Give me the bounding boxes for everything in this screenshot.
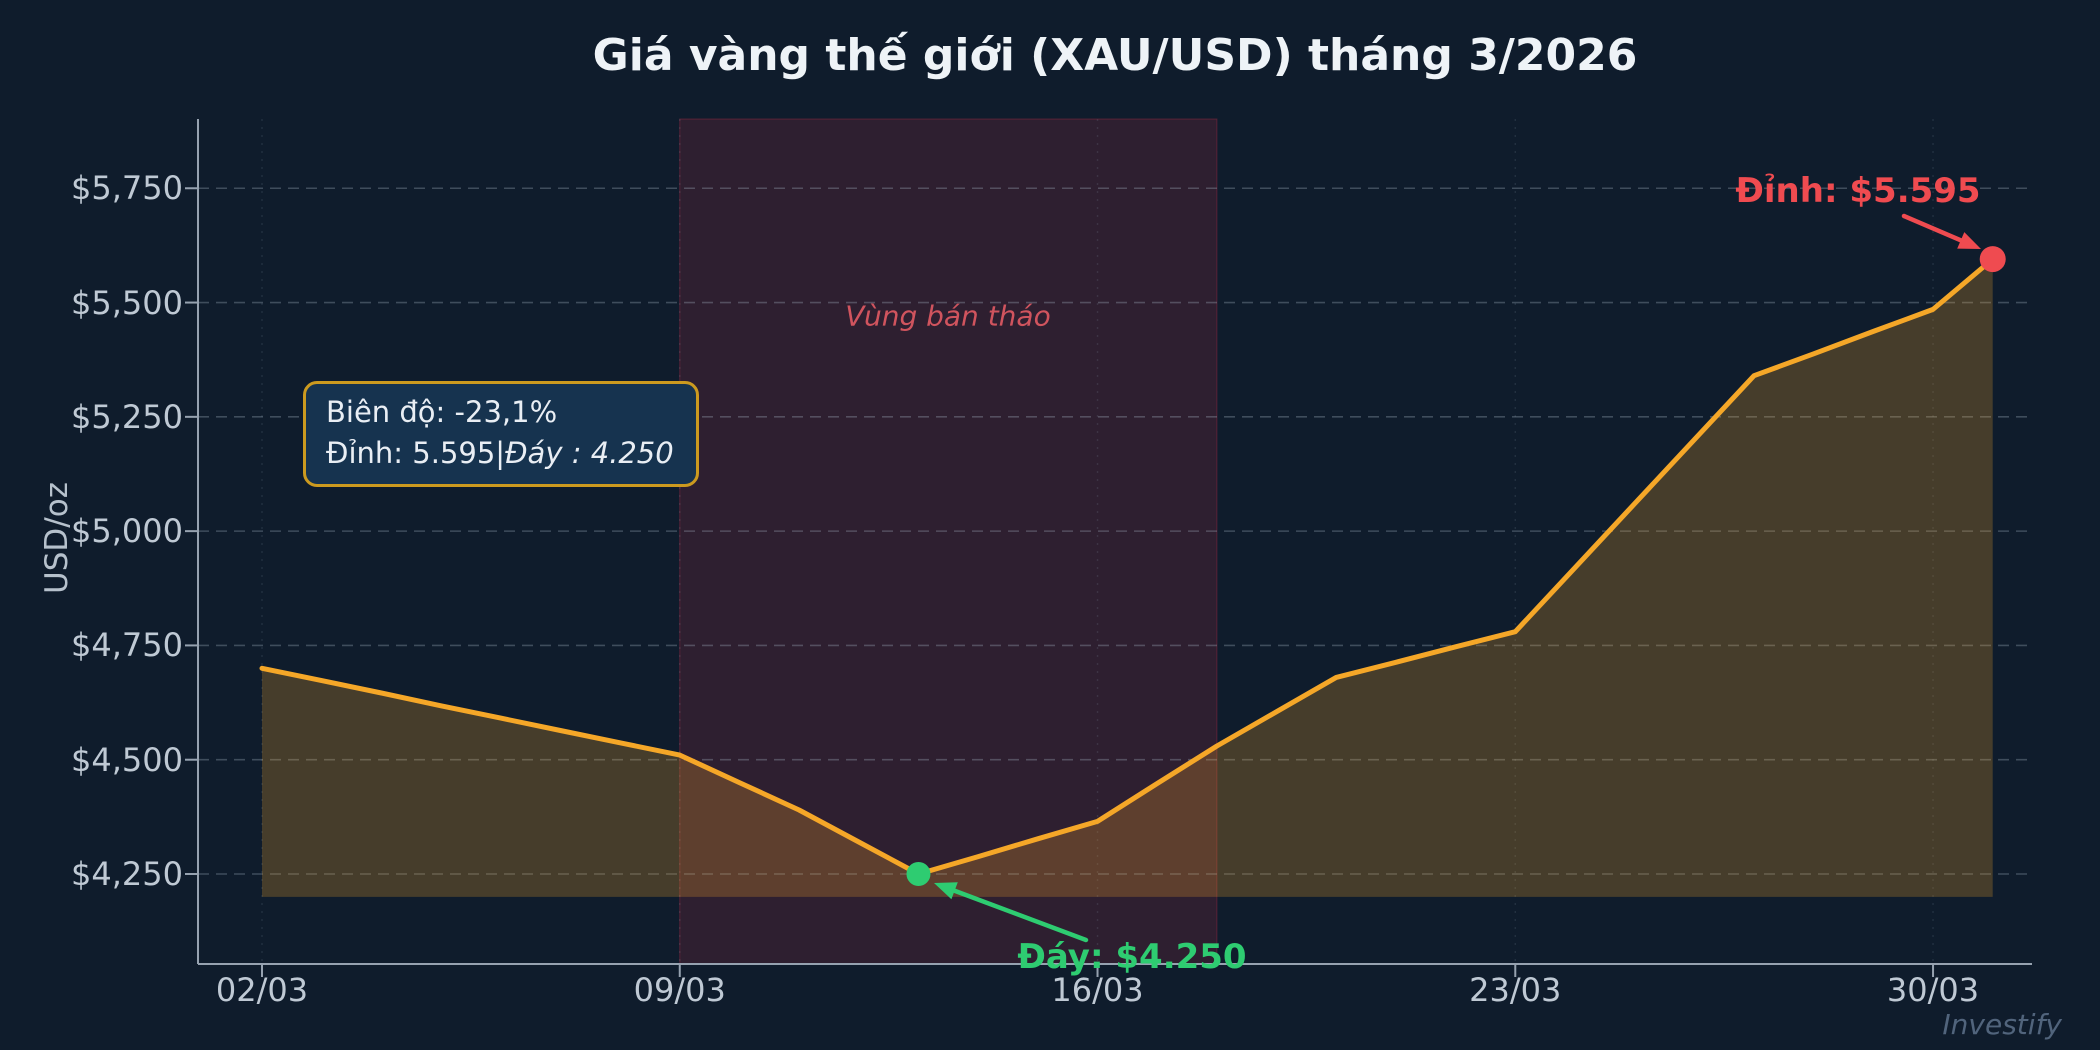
y-tick-label: $5,750 xyxy=(71,169,183,208)
stats-peak-text: Đỉnh: 5.595| xyxy=(326,436,506,470)
markers-layer xyxy=(906,246,2006,886)
selloff-zone-layer xyxy=(679,118,1218,965)
watermark: Investify xyxy=(1942,1008,2062,1041)
x-tick-label: 23/03 xyxy=(1469,971,1562,1009)
price-area-fill xyxy=(262,259,1993,897)
chart-title: Giá vàng thế giới (XAU/USD) tháng 3/2026 xyxy=(592,30,1638,81)
y-tick-label: $4,500 xyxy=(71,740,183,779)
area-fill-layer xyxy=(262,259,1993,897)
x-tick-label: 30/03 xyxy=(1886,971,1980,1009)
selloff-zone-label: Vùng bán tháo xyxy=(845,299,1051,333)
x-tick-label: 09/03 xyxy=(633,971,726,1009)
stats-line-range: Biên độ: -23,1% xyxy=(326,395,558,429)
trough-marker-dot xyxy=(906,862,931,886)
x-tick-label: 16/03 xyxy=(1051,971,1144,1009)
annotation-arrows-layer xyxy=(934,213,1981,943)
stats-trough-text: Đáy : 4.250 xyxy=(505,436,674,470)
y-tick-label: $4,750 xyxy=(71,626,183,665)
y-tick-label: $5,250 xyxy=(71,397,183,436)
trough-arrow-shaft xyxy=(952,888,1089,943)
y-tick-label: $4,250 xyxy=(71,855,183,893)
price-line xyxy=(259,256,1996,877)
y-tick-label: $5,500 xyxy=(71,283,183,322)
peak-arrow-shaft xyxy=(1901,213,1964,243)
price-line-layer xyxy=(259,256,1996,877)
x-tick-label: 02/03 xyxy=(215,971,309,1009)
trough-arrow-head xyxy=(934,882,958,900)
trough-annotation-label: Đáy: $4.250 xyxy=(1017,937,1247,977)
peak-arrow-head xyxy=(1957,232,1981,249)
peak-marker-dot xyxy=(1979,246,2006,273)
stats-line-peak-trough: Đỉnh: 5.595|Đáy : 4.250 xyxy=(326,433,674,474)
y-tick-label: $5,000 xyxy=(71,512,183,551)
selloff-zone-rect xyxy=(679,118,1218,965)
peak-annotation-label: Đỉnh: $5.595 xyxy=(1735,171,1981,211)
axes-spines-layer xyxy=(185,119,2032,977)
stats-annotation-box: Biên độ: -23,1% Đỉnh: 5.595|Đáy : 4.250 xyxy=(303,381,699,487)
